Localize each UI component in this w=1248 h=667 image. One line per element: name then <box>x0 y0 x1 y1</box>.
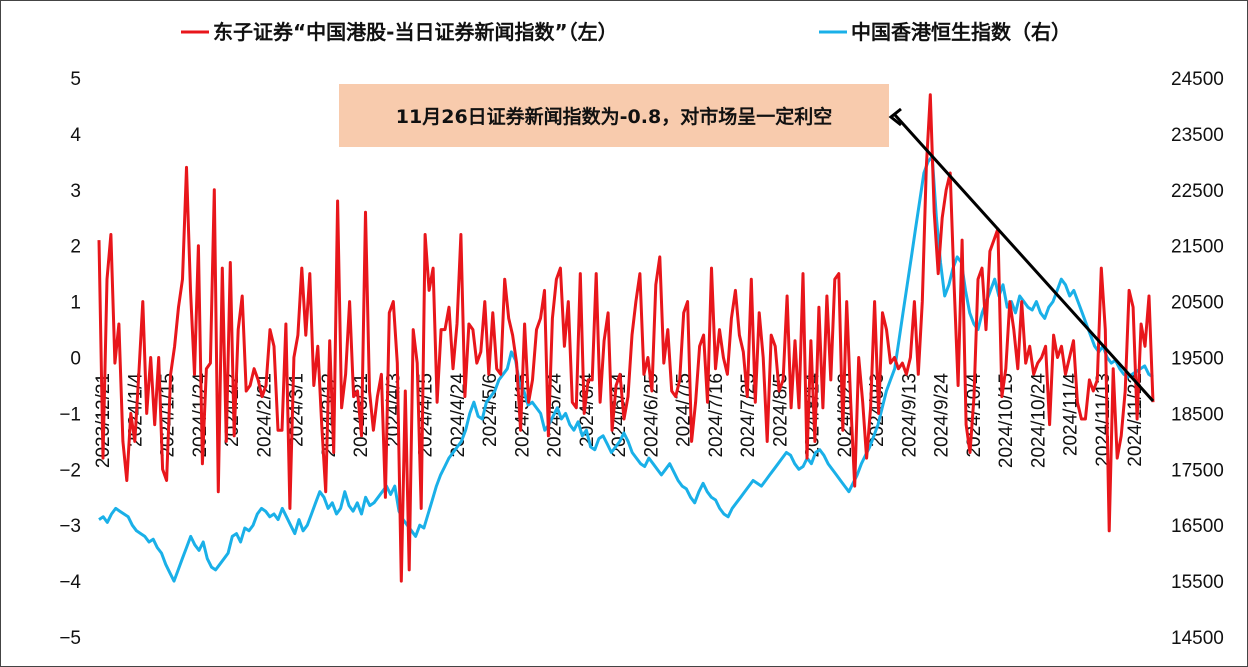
right-tick-label: 24500 <box>1171 69 1224 90</box>
annotation-text: 11月26日证券新闻指数为-0.8，对市场呈一定利空 <box>396 105 832 128</box>
annotation-arrow-tail <box>888 107 902 127</box>
x-tick-label: 2024/10/15 <box>996 373 1017 468</box>
x-tick-label: 2024/11/22 <box>1125 373 1146 467</box>
right-tick-label: 23500 <box>1171 125 1224 146</box>
x-axis-ticks: 2023/12/21 2024/1/4 2024/1/15 2024/1/24 2024… <box>93 373 1146 469</box>
left-axis-ticks: 5 4 3 2 1 0 −1 −2 −3 −4 −5 <box>59 69 81 649</box>
x-tick-label: 2024/2/21 <box>254 373 275 458</box>
x-tick-label: 2024/10/24 <box>1028 373 1049 469</box>
left-tick-label: 1 <box>70 293 81 314</box>
right-tick-label: 14500 <box>1171 628 1224 649</box>
right-tick-label: 19500 <box>1171 349 1224 370</box>
x-tick-label: 2024/9/24 <box>932 373 953 458</box>
legend-label-hsi: 中国香港恒生指数（右） <box>851 20 1071 44</box>
right-tick-label: 15500 <box>1171 572 1224 593</box>
left-tick-label: −4 <box>59 572 81 593</box>
left-tick-label: 2 <box>70 237 81 258</box>
x-tick-label: 2024/9/13 <box>899 373 920 458</box>
hsi-series-line <box>98 154 1154 583</box>
news-index-series-line <box>97 93 1155 583</box>
legend: 东子证券“中国港股-当日证券新闻指数”（左） 中国香港恒生指数（右） <box>181 20 1071 44</box>
right-tick-label: 18500 <box>1171 404 1224 425</box>
right-tick-label: 20500 <box>1171 293 1224 314</box>
right-tick-label: 17500 <box>1171 460 1224 481</box>
left-tick-label: −2 <box>59 460 81 481</box>
right-tick-label: 16500 <box>1171 516 1224 537</box>
annotation: 11月26日证券新闻指数为-0.8，对市场呈一定利空 <box>339 84 1155 403</box>
annotation-box <box>339 84 889 147</box>
left-tick-label: 0 <box>70 349 81 370</box>
left-tick-label: 5 <box>70 69 81 90</box>
annotation-arrow-line <box>893 113 1155 403</box>
x-tick-label: 2024/11/4 <box>1061 373 1082 457</box>
left-tick-label: −1 <box>59 404 81 425</box>
left-tick-label: −5 <box>59 628 81 649</box>
x-tick-label: 2024/7/16 <box>706 373 727 458</box>
left-tick-label: 3 <box>70 181 81 202</box>
x-tick-label: 2024/6/4 <box>577 373 598 447</box>
left-tick-label: −3 <box>59 516 81 537</box>
right-tick-label: 21500 <box>1171 237 1224 258</box>
x-tick-label: 2024/6/25 <box>641 373 662 458</box>
right-axis-ticks: 24500 23500 22500 21500 20500 19500 18500 17500… <box>1171 69 1224 649</box>
left-tick-label: 4 <box>70 125 81 146</box>
x-tick-label: 2024/8/5 <box>770 373 791 447</box>
right-tick-label: 22500 <box>1171 181 1224 202</box>
legend-label-news-index: 东子证券“中国港股-当日证券新闻指数”（左） <box>213 20 618 44</box>
